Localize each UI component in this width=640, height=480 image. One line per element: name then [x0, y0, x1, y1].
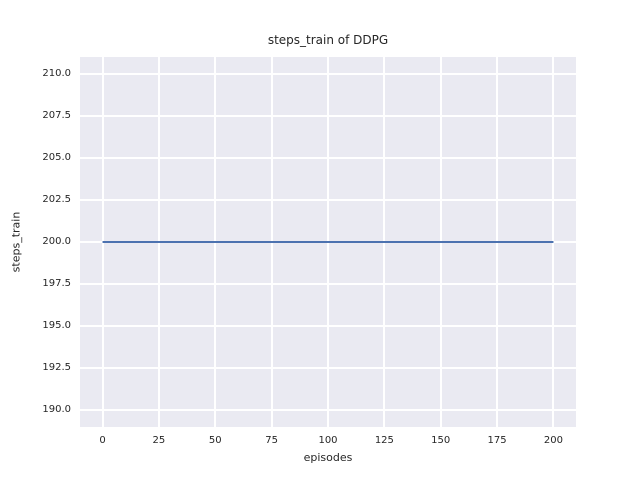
y-axis-label: steps_train: [9, 211, 23, 273]
y-tick-label: 202.5: [42, 193, 71, 205]
y-gridline: [80, 72, 576, 75]
x-tick-label: 0: [99, 435, 106, 446]
x-tick-label: 100: [318, 435, 338, 446]
y-gridline: [80, 325, 576, 328]
x-tick-label: 75: [265, 435, 278, 446]
y-gridline: [80, 367, 576, 370]
y-tick-label: 200.0: [42, 236, 71, 247]
y-tick-label: 197.5: [42, 278, 71, 290]
y-gridline: [80, 114, 576, 117]
y-gridline: [80, 283, 576, 286]
x-tick-label: 175: [487, 435, 507, 446]
chart-title: steps_train of DDPG: [267, 33, 389, 47]
x-tick-label: 200: [543, 435, 563, 446]
x-tick-label: 25: [152, 435, 166, 446]
y-gridline: [80, 156, 576, 159]
x-tick-label: 150: [431, 435, 451, 446]
y-tick-label: 190.0: [42, 404, 71, 416]
y-tick-label: 192.5: [42, 362, 71, 374]
y-gridline: [80, 409, 576, 412]
x-tick-label: 125: [374, 435, 394, 446]
y-tick-label: 210.0: [42, 67, 71, 79]
x-tick-label: 50: [208, 435, 222, 446]
y-tick-label: 195.0: [42, 320, 71, 332]
y-tick-label: 207.5: [42, 109, 71, 121]
y-tick-label: 205.0: [42, 151, 71, 163]
series-plot: [102, 241, 554, 243]
y-gridline: [80, 198, 576, 201]
x-axis-label: episodes: [303, 451, 353, 464]
plot-area: 0 25 50 75 100 125 150 175 200 190.0 192.5 195.0 197…: [42, 57, 576, 446]
